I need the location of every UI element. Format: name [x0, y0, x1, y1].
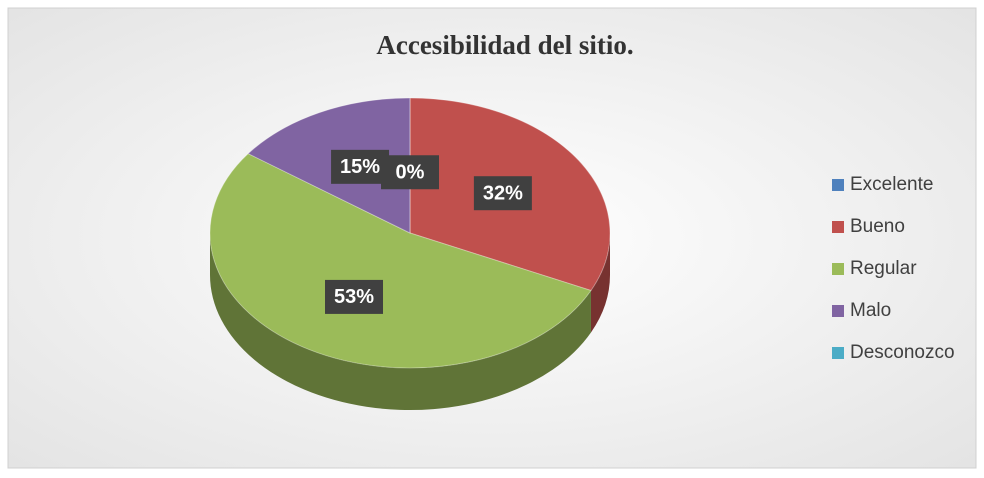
legend-label: Desconozco	[850, 342, 955, 363]
data-label-text: 15%	[340, 156, 380, 178]
legend-swatch	[832, 221, 844, 233]
legend-label: Excelente	[850, 174, 933, 195]
legend-swatch	[832, 305, 844, 317]
data-label-box	[325, 279, 384, 314]
legend-label: Bueno	[850, 216, 905, 237]
legend-swatch	[832, 263, 844, 275]
legend-label: Regular	[850, 258, 917, 279]
data-label-text: 0%	[396, 162, 425, 184]
data-label: 53%	[325, 279, 384, 314]
legend-swatch	[832, 179, 844, 191]
data-label-text: 32%	[483, 182, 523, 204]
slice	[209, 153, 592, 369]
slice-side	[210, 233, 591, 410]
data-label-box	[381, 155, 439, 190]
data-label-box	[473, 176, 532, 211]
slice	[247, 97, 411, 234]
data-label-text: 53%	[334, 286, 374, 308]
data-label-box	[331, 149, 390, 184]
slice-side	[590, 233, 610, 333]
data-label: 0%	[381, 155, 439, 190]
legend-label: Malo	[850, 300, 891, 321]
data-label: 15%	[331, 149, 390, 184]
chart-title: Accesibilidad del sitio.	[376, 30, 633, 60]
data-label: 32%	[473, 176, 532, 211]
legend-swatch	[832, 347, 844, 359]
